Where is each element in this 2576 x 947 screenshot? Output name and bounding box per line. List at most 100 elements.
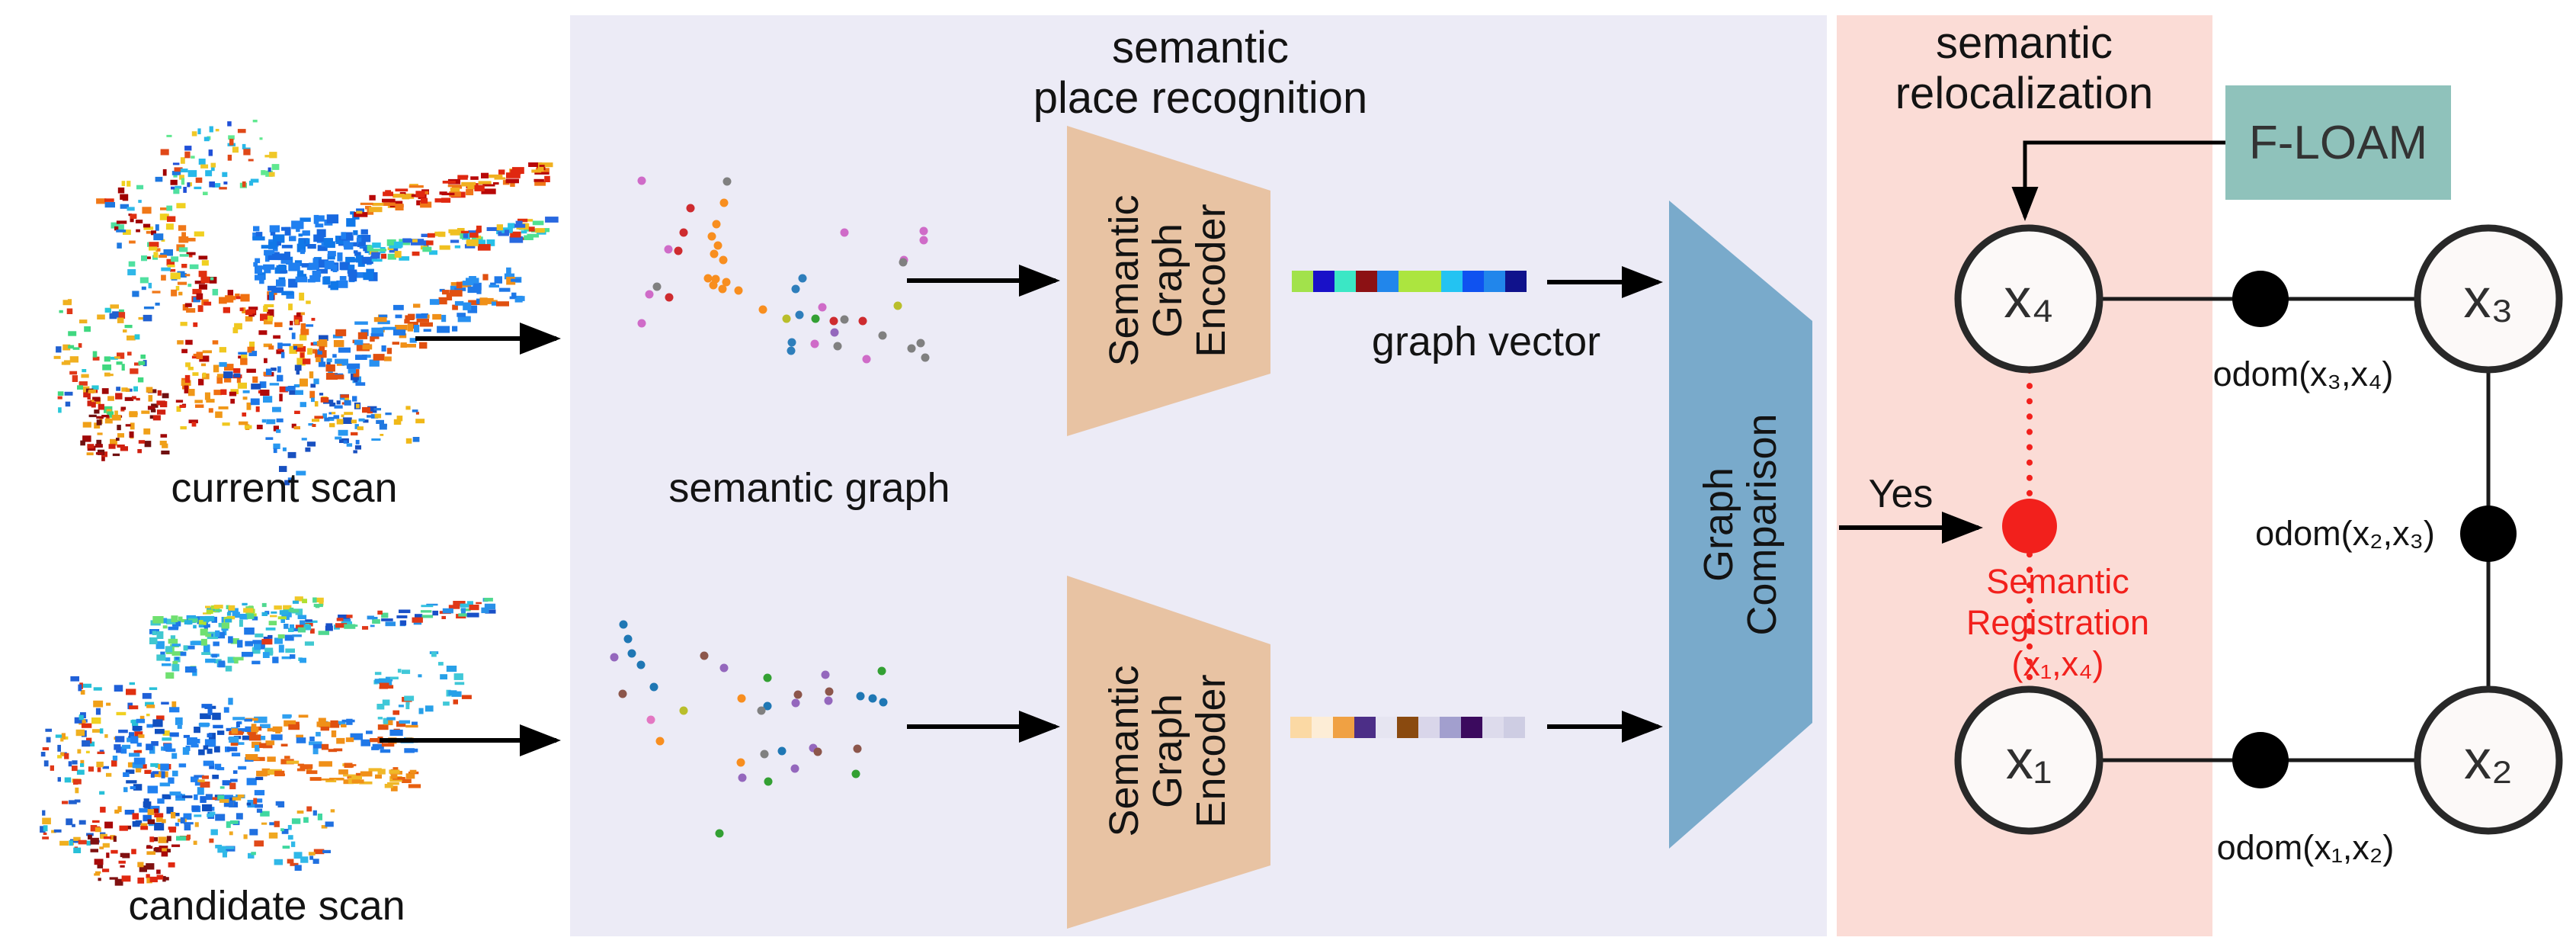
point-cloud-speckle xyxy=(208,408,213,413)
point-cloud-speckle xyxy=(200,782,210,788)
point-cloud-speckle xyxy=(313,849,325,855)
point-cloud-speckle xyxy=(367,245,373,252)
point-cloud-speckle xyxy=(53,829,62,833)
point-cloud-speckle xyxy=(95,827,101,833)
point-cloud-speckle xyxy=(355,355,367,360)
point-cloud-speckle xyxy=(296,734,303,738)
point-cloud-speckle xyxy=(383,717,389,724)
point-cloud-speckle xyxy=(230,778,238,782)
point-cloud-speckle xyxy=(279,393,283,402)
point-cloud-speckle xyxy=(64,777,72,783)
point-cloud-speckle xyxy=(319,393,324,396)
point-cloud-speckle xyxy=(330,281,338,291)
point-cloud-speckle xyxy=(118,309,124,313)
point-cloud-speckle xyxy=(263,343,272,348)
point-cloud-speckle xyxy=(287,477,295,483)
point-cloud-speckle xyxy=(281,829,289,834)
point-cloud-speckle xyxy=(87,393,91,400)
point-cloud-speckle xyxy=(254,644,261,650)
point-cloud-speckle xyxy=(99,750,104,753)
point-cloud-speckle xyxy=(110,356,118,360)
point-cloud-speckle xyxy=(246,802,252,806)
point-cloud-speckle xyxy=(111,760,117,767)
point-cloud-speckle xyxy=(358,418,365,422)
semantic-graph-node-dot xyxy=(637,319,646,328)
point-cloud-speckle xyxy=(252,741,261,748)
point-cloud-speckle xyxy=(153,808,159,814)
point-cloud-speckle xyxy=(243,608,253,613)
point-cloud-speckle xyxy=(454,287,466,291)
point-cloud-speckle xyxy=(211,616,217,623)
point-cloud-speckle xyxy=(198,723,210,727)
point-cloud-speckle xyxy=(168,862,175,868)
odom-x1x2-label: odom(x₁,x₂) xyxy=(2216,828,2395,867)
point-cloud-speckle xyxy=(256,770,270,776)
point-cloud-speckle xyxy=(226,727,231,731)
point-cloud-speckle xyxy=(369,194,376,201)
point-cloud-speckle xyxy=(235,294,240,298)
point-cloud-speckle xyxy=(335,623,348,628)
point-cloud-speckle xyxy=(151,230,156,236)
point-cloud-speckle xyxy=(211,653,218,658)
point-cloud-speckle xyxy=(396,721,406,727)
point-cloud-speckle xyxy=(377,724,389,730)
point-cloud-speckle xyxy=(159,213,168,220)
point-cloud-speckle xyxy=(238,352,248,355)
point-cloud-speckle xyxy=(248,159,254,162)
point-cloud-speckle xyxy=(467,305,478,313)
point-cloud-speckle xyxy=(380,749,391,753)
graph-vector-cell xyxy=(1463,271,1484,292)
point-cloud-speckle xyxy=(139,715,145,721)
point-cloud-speckle xyxy=(88,834,92,839)
point-cloud-speckle xyxy=(200,713,211,720)
point-cloud-speckle xyxy=(268,172,275,177)
point-cloud-speckle xyxy=(275,801,284,806)
point-cloud-speckle xyxy=(256,425,263,429)
point-cloud-speckle xyxy=(291,220,304,230)
semantic-graph-node-dot xyxy=(877,666,886,676)
graph-vector-label: graph vector xyxy=(1371,319,1601,364)
point-cloud-speckle xyxy=(504,273,515,280)
point-cloud-speckle xyxy=(148,395,153,402)
point-cloud-speckle xyxy=(43,825,48,832)
point-cloud-speckle xyxy=(300,657,306,663)
point-cloud-speckle xyxy=(284,634,294,641)
point-cloud-speckle xyxy=(232,612,240,618)
point-cloud-speckle xyxy=(135,820,143,826)
point-cloud-speckle xyxy=(166,836,171,842)
point-cloud-speckle xyxy=(102,843,110,848)
point-cloud-speckle xyxy=(120,852,124,858)
point-cloud-speckle xyxy=(259,743,267,748)
point-cloud-speckle xyxy=(341,724,347,727)
point-cloud-speckle xyxy=(288,278,298,288)
point-cloud-speckle xyxy=(95,871,101,874)
point-cloud-speckle xyxy=(197,128,201,135)
point-cloud-speckle xyxy=(535,228,545,233)
point-cloud-speckle xyxy=(240,294,250,302)
point-cloud-speckle xyxy=(347,775,353,779)
encoder-top-line3: Encoder xyxy=(1188,204,1235,358)
point-cloud-speckle xyxy=(353,230,358,236)
semantic-graph-node-dot xyxy=(722,278,731,287)
point-cloud-speckle xyxy=(194,231,204,237)
point-cloud-speckle xyxy=(248,852,255,859)
semantic-graph-node-dot xyxy=(665,293,674,302)
point-cloud-speckle xyxy=(235,369,239,373)
comparison-line2: Comparison xyxy=(1739,413,1785,636)
point-cloud-speckle xyxy=(297,270,304,278)
point-cloud-speckle xyxy=(264,252,269,256)
point-cloud-speckle xyxy=(198,284,207,290)
point-cloud-speckle xyxy=(127,181,131,187)
point-cloud-speckle xyxy=(57,777,61,782)
point-cloud-speckle xyxy=(59,310,63,313)
point-cloud-speckle xyxy=(143,428,151,435)
point-cloud-speckle xyxy=(284,756,290,759)
point-cloud-speckle xyxy=(143,226,154,230)
point-cloud-speckle xyxy=(171,171,181,175)
point-cloud-speckle xyxy=(185,237,196,242)
point-cloud-speckle xyxy=(168,777,175,784)
point-cloud-speckle xyxy=(200,276,210,284)
point-cloud-speckle xyxy=(219,799,229,803)
point-cloud-speckle xyxy=(116,220,127,224)
point-cloud-speckle xyxy=(299,292,305,301)
